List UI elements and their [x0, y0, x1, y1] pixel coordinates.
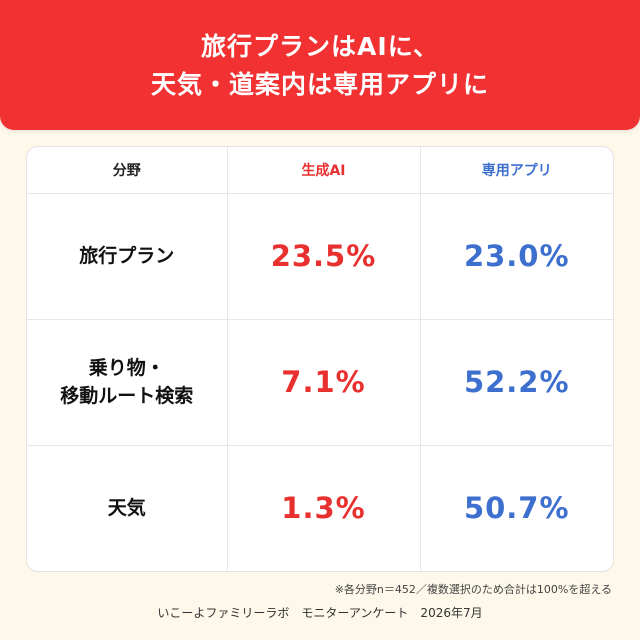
column-header-category: 分野	[27, 147, 228, 194]
title-line-2: 天気・道案内は専用アプリに	[150, 70, 489, 99]
footnote: ※各分野n＝452／複数選択のため合計は100%を超える	[334, 583, 612, 596]
value-dedicated-app-weather: 50.7%	[419, 444, 613, 571]
table-row: 乗り物・ 移動ルート検索 7.1% 52.2%	[27, 318, 613, 446]
row-label-route-search: 乗り物・ 移動ルート検索	[27, 318, 228, 446]
comparison-table: 分野 生成AI 専用アプリ 旅行プラン 23.5% 23.0% 乗り物・ 移動ル…	[27, 147, 613, 571]
value-generative-ai-route-search: 7.1%	[226, 318, 421, 446]
table-row: 旅行プラン 23.5% 23.0%	[27, 192, 613, 320]
column-header-generative-ai: 生成AI	[226, 147, 421, 194]
title-line-1: 旅行プランはAIに、	[201, 32, 439, 61]
value-generative-ai-weather: 1.3%	[226, 444, 421, 571]
value-dedicated-app-travel-plan: 23.0%	[419, 192, 613, 320]
row-label-weather: 天気	[27, 444, 228, 571]
table-header-row: 分野 生成AI 専用アプリ	[27, 147, 613, 194]
comparison-table-card: 分野 生成AI 専用アプリ 旅行プラン 23.5% 23.0% 乗り物・ 移動ル…	[26, 146, 614, 572]
column-header-dedicated-app: 専用アプリ	[419, 147, 613, 194]
row-label-travel-plan: 旅行プラン	[27, 192, 228, 320]
source-credit: いこーよファミリーラボ モニターアンケート 2026年7月	[157, 606, 483, 620]
value-generative-ai-travel-plan: 23.5%	[226, 192, 421, 320]
value-dedicated-app-route-search: 52.2%	[419, 318, 613, 446]
title-banner: 旅行プランはAIに、 天気・道案内は専用アプリに	[0, 0, 640, 130]
table-row: 天気 1.3% 50.7%	[27, 444, 613, 571]
